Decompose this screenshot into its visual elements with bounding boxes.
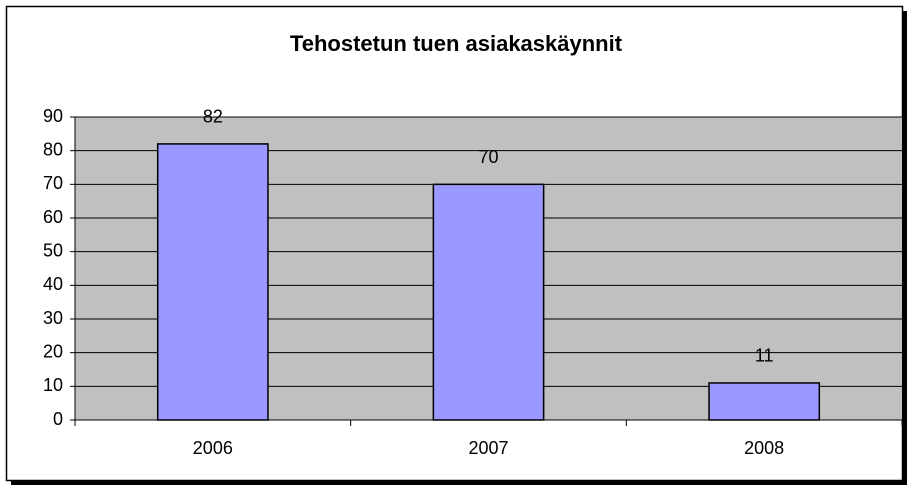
x-tick-label: 2006 <box>193 438 233 458</box>
y-tick-label: 20 <box>43 341 63 361</box>
bar <box>708 382 821 421</box>
bar <box>432 183 545 421</box>
y-tick-label: 10 <box>43 375 63 395</box>
y-tick-label: 90 <box>43 106 63 126</box>
y-tick-label: 40 <box>43 274 63 294</box>
y-tick-label: 50 <box>43 240 63 260</box>
y-tick-label: 60 <box>43 207 63 227</box>
chart-title: Tehostetun tuen asiakaskäynnit <box>290 31 623 56</box>
y-tick-label: 70 <box>43 173 63 193</box>
x-tick-label: 2008 <box>744 438 784 458</box>
y-tick-label: 30 <box>43 308 63 328</box>
data-label: 11 <box>755 346 774 366</box>
data-label: 70 <box>478 147 498 167</box>
data-label: 82 <box>203 107 223 127</box>
x-tick-label: 2007 <box>468 438 508 458</box>
bar <box>156 143 269 421</box>
y-tick-label: 0 <box>53 409 63 429</box>
y-tick-label: 80 <box>43 139 63 159</box>
